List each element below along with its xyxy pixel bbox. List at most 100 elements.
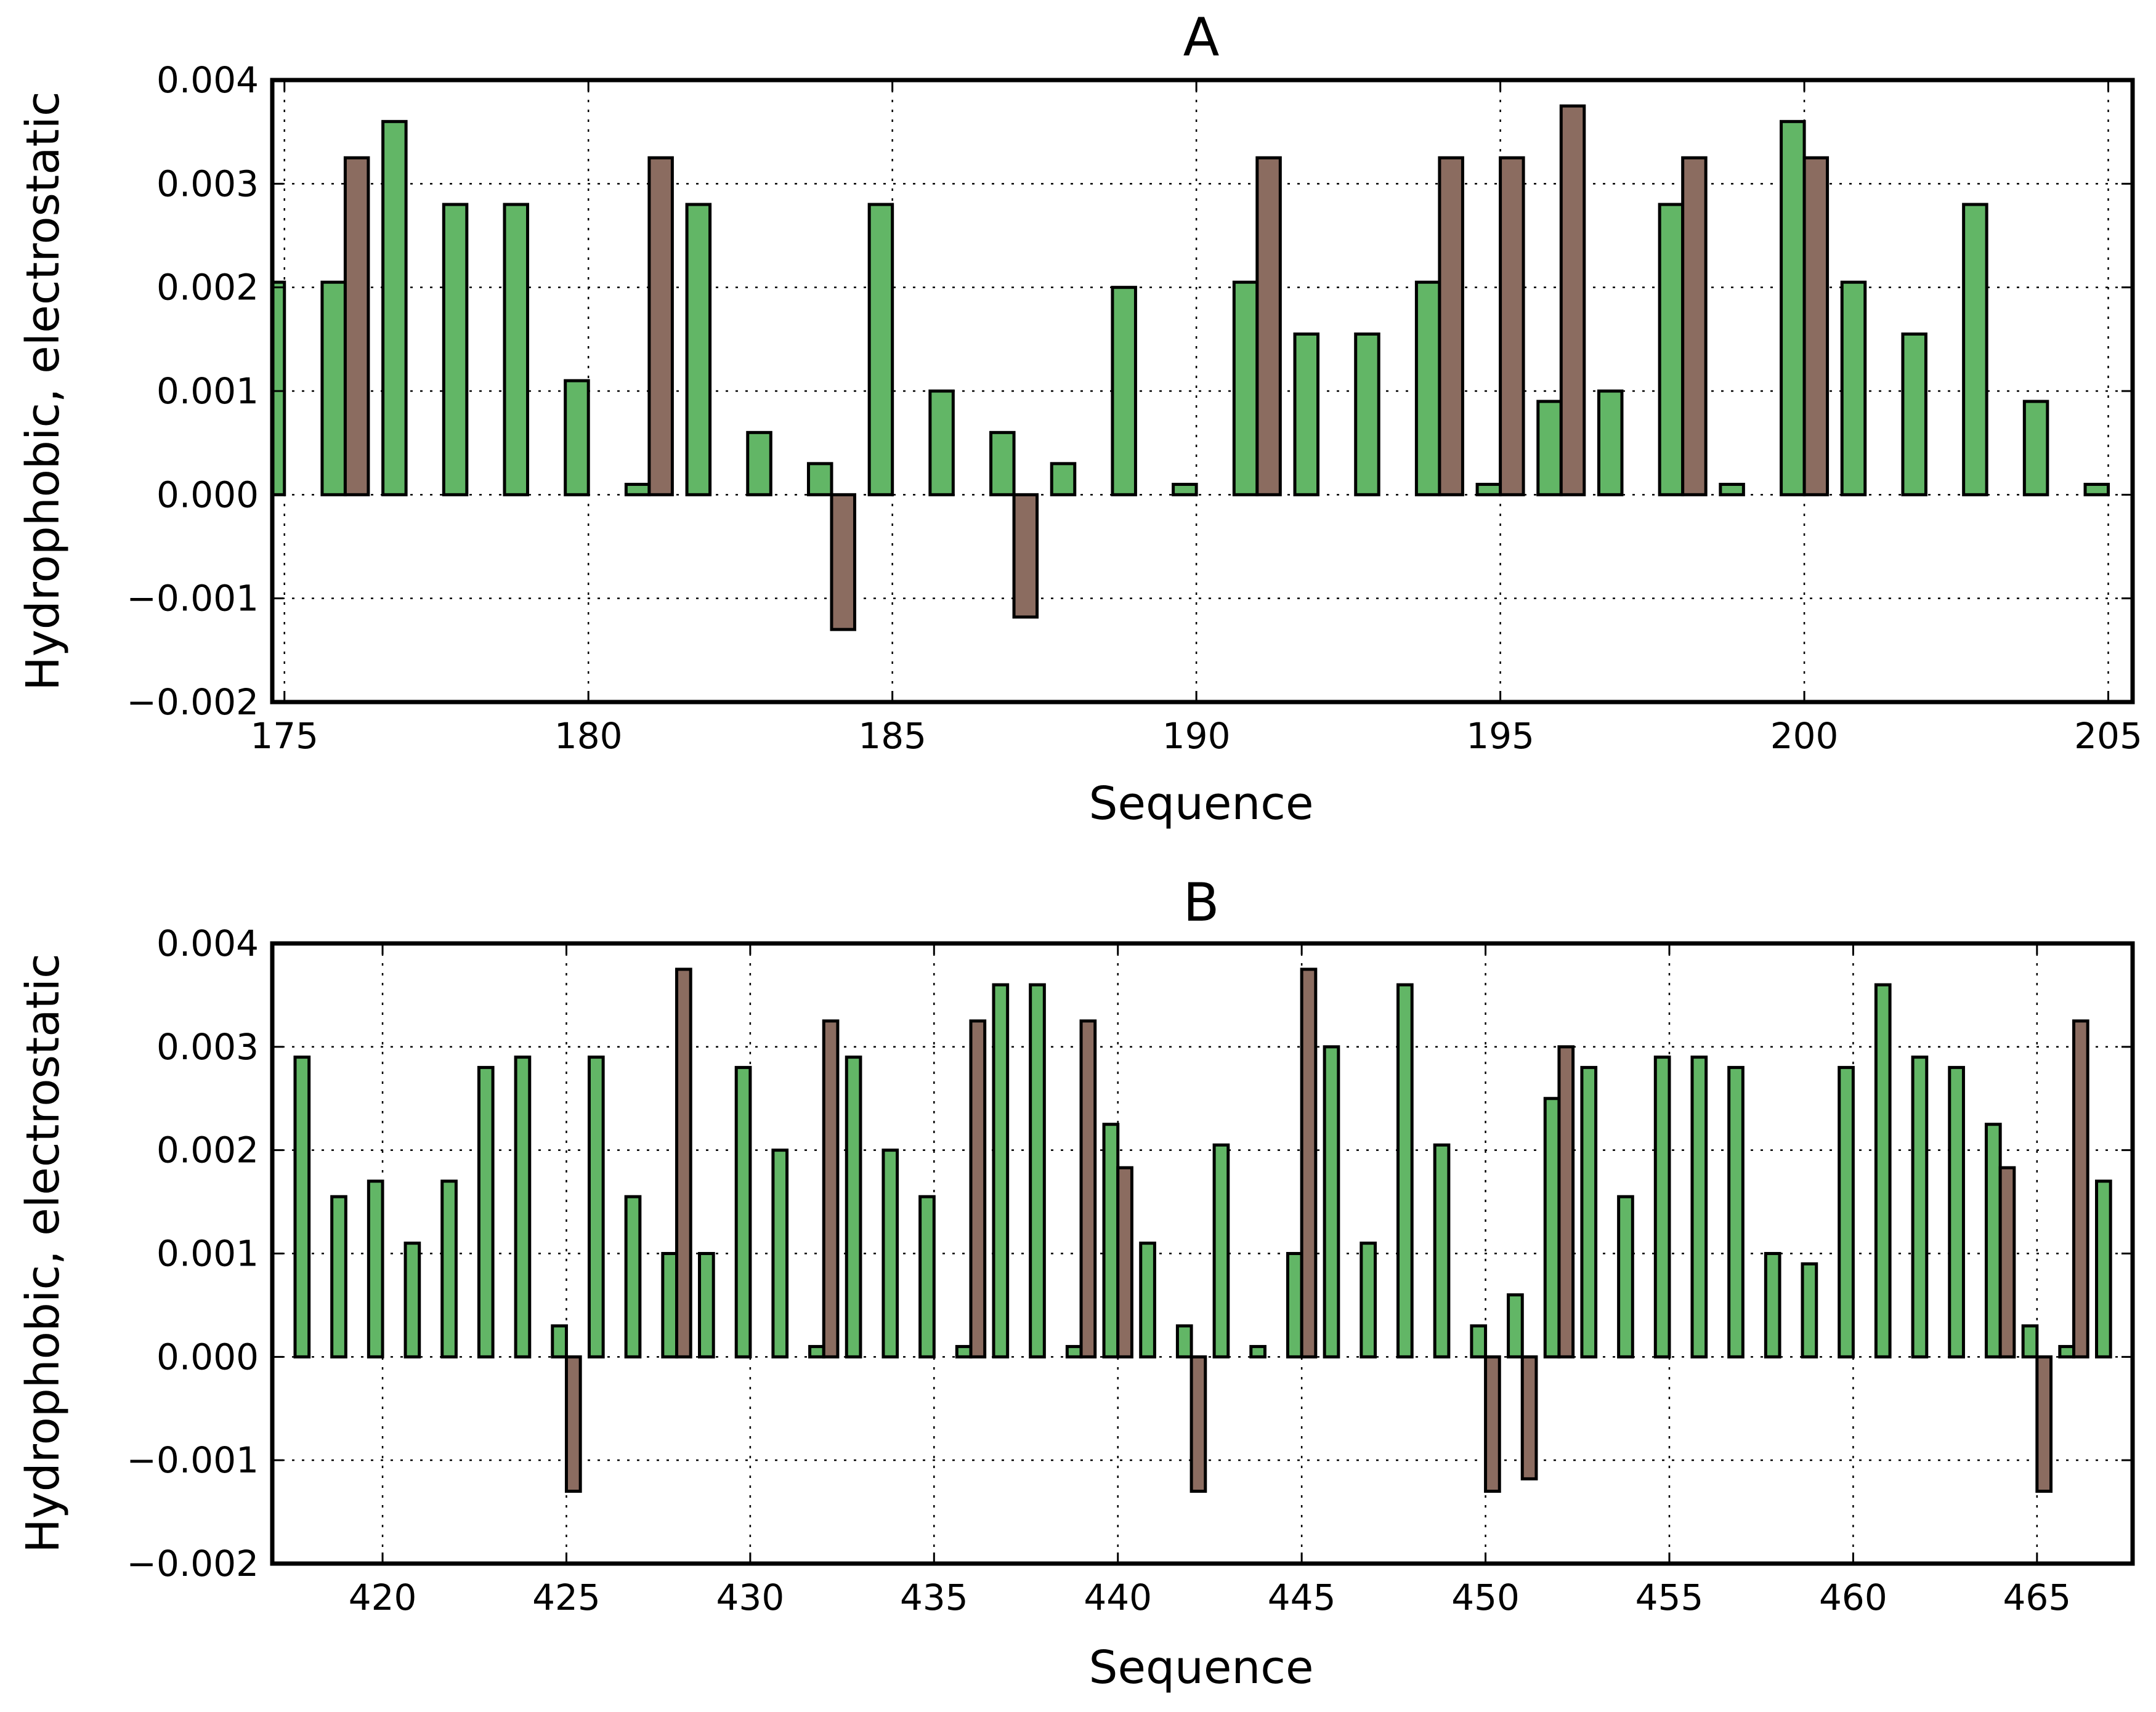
panel-b-bar-hydrophobic-439 <box>1065 1345 1083 1359</box>
panel-b-bar-hydrophobic-441 <box>1139 1242 1156 1359</box>
panel-b-bar-hydrophobic-464 <box>1984 1123 2002 1359</box>
panel-b-bar-hydrophobic-466 <box>2058 1345 2076 1359</box>
panel-b-y-tick-label: −0.001 <box>126 1439 259 1481</box>
panel-a-bar-electrostatic-200 <box>1802 156 1830 496</box>
panel-b-bar-hydrophobic-431 <box>771 1149 789 1359</box>
panel-a-bar-hydrophobic-196 <box>1536 400 1563 496</box>
panel-b-bar-hydrophobic-456 <box>1690 1056 1708 1359</box>
panel-a-x-tick-label: 190 <box>1162 715 1231 757</box>
panel-a-y-tick-label: 0.002 <box>156 267 259 309</box>
panel-b-bar-hydrophobic-455 <box>1653 1056 1671 1359</box>
panel-b-y-tick-label: 0.001 <box>156 1233 259 1275</box>
panel-b-bar-electrostatic-425 <box>564 1355 582 1493</box>
panel-b-bar-hydrophobic-463 <box>1948 1065 1965 1359</box>
panel-a-bar-electrostatic-187 <box>1012 493 1039 619</box>
panel-a-bar-hydrophobic-183 <box>746 430 772 496</box>
panel-a-bar-hydrophobic-189 <box>1111 286 1137 496</box>
panel-b-x-tick-label: 430 <box>716 1577 785 1618</box>
panel-b-bar-hydrophobic-430 <box>734 1065 752 1359</box>
panel-b-bar-hydrophobic-447 <box>1360 1242 1377 1359</box>
panel-b-bar-hydrophobic-424 <box>514 1056 532 1359</box>
panel-b-bar-hydrophobic-418 <box>293 1056 311 1359</box>
panel-a-bar-hydrophobic-197 <box>1597 389 1624 496</box>
panel-a-bars <box>270 104 2110 631</box>
panel-b-x-tick-label: 460 <box>1819 1577 1887 1618</box>
panel-b: B 420 425 430 435 440 445 450 455 460 465 −0.002 −0… <box>17 872 2135 1694</box>
panel-b-bar-electrostatic-436 <box>969 1019 987 1359</box>
panel-b-y-tick-label: 0.003 <box>156 1026 259 1068</box>
panel-b-bar-electrostatic-466 <box>2072 1019 2089 1359</box>
panel-b-x-tick-label: 455 <box>1635 1577 1704 1618</box>
panel-b-bar-hydrophobic-422 <box>440 1179 458 1359</box>
panel-a-bar-hydrophobic-192 <box>1293 332 1320 496</box>
panel-a-bar-electrostatic-194 <box>1438 156 1464 496</box>
panel-a: A 175 180 185 190 195 200 205 −0.002 −0.001 0.000… <box>17 7 2142 830</box>
panel-a-bar-hydrophobic-188 <box>1050 462 1077 496</box>
panel-a-x-tick-label: 180 <box>554 715 623 757</box>
panel-b-bar-hydrophobic-419 <box>330 1195 347 1359</box>
panel-a-bar-hydrophobic-202 <box>1901 332 1927 496</box>
panel-b-bar-hydrophobic-434 <box>881 1149 899 1359</box>
panel-b-bar-electrostatic-452 <box>1557 1045 1575 1359</box>
panel-a-x-tick-label: 195 <box>1466 715 1534 757</box>
panel-a-bar-hydrophobic-200 <box>1780 119 1806 496</box>
panel-b-x-tick-label: 420 <box>349 1577 417 1618</box>
panel-a-bar-electrostatic-181 <box>647 156 674 496</box>
panel-b-y-tick-label: 0.002 <box>156 1129 259 1171</box>
panel-a-y-axis-label: Hydrophobic, electrostatic <box>17 91 70 690</box>
panel-a-bar-hydrophobic-191 <box>1232 280 1259 496</box>
panel-a-bar-hydrophobic-203 <box>1962 203 1988 496</box>
panel-b-bar-hydrophobic-438 <box>1029 983 1046 1359</box>
panel-b-bar-hydrophobic-458 <box>1764 1252 1781 1359</box>
panel-b-bar-hydrophobic-459 <box>1801 1262 1818 1359</box>
panel-b-bar-hydrophobic-425 <box>551 1324 568 1359</box>
panel-b-bar-hydrophobic-461 <box>1874 983 1892 1359</box>
panel-a-bar-hydrophobic-176 <box>320 280 347 496</box>
panel-a-bar-electrostatic-195 <box>1499 156 1525 496</box>
panel-a-bar-electrostatic-184 <box>830 493 856 631</box>
panel-a-y-tick-label: 0.004 <box>156 59 259 101</box>
panel-b-bar-hydrophobic-446 <box>1323 1045 1340 1359</box>
panel-a-bar-hydrophobic-187 <box>989 430 1016 496</box>
panel-a-bar-electrostatic-196 <box>1559 104 1586 496</box>
panel-a-bar-hydrophobic-199 <box>1719 483 1745 496</box>
panel-b-bar-hydrophobic-453 <box>1580 1065 1598 1359</box>
panel-b-bar-hydrophobic-451 <box>1507 1293 1524 1359</box>
panel-a-ticks: 175 180 185 190 195 200 205 −0.002 −0.001 0.000 0.… <box>126 59 2142 757</box>
panel-b-bar-hydrophobic-444 <box>1249 1345 1266 1359</box>
panel-a-x-tick-label: 175 <box>250 715 318 757</box>
panel-b-bar-electrostatic-450 <box>1484 1355 1501 1493</box>
panel-b-bar-hydrophobic-457 <box>1727 1065 1745 1359</box>
panel-b-bar-hydrophobic-460 <box>1838 1065 1855 1359</box>
panel-b-y-tick-label: 0.004 <box>156 923 259 964</box>
panel-b-bar-hydrophobic-467 <box>2095 1179 2112 1359</box>
panel-b-bar-hydrophobic-448 <box>1396 983 1414 1359</box>
panel-b-bar-electrostatic-439 <box>1079 1019 1097 1359</box>
panel-b-bar-electrostatic-440 <box>1116 1166 1133 1359</box>
panel-a-x-tick-label: 185 <box>858 715 926 757</box>
panel-a-bar-hydrophobic-177 <box>381 119 408 496</box>
panel-b-bar-hydrophobic-454 <box>1617 1195 1634 1359</box>
panel-b-bar-electrostatic-451 <box>1520 1355 1538 1480</box>
panel-b-bar-hydrophobic-421 <box>403 1242 421 1359</box>
panel-b-y-tick-label: 0.000 <box>156 1336 259 1378</box>
panel-b-bar-hydrophobic-433 <box>845 1056 862 1359</box>
panel-a-bar-hydrophobic-181 <box>624 483 651 496</box>
panel-a-bar-electrostatic-191 <box>1255 156 1282 496</box>
panel-b-bar-hydrophobic-452 <box>1543 1097 1561 1359</box>
panel-b-bars <box>293 967 2112 1493</box>
panel-b-bar-hydrophobic-465 <box>2021 1324 2039 1359</box>
panel-b-x-tick-label: 445 <box>1268 1577 1336 1618</box>
panel-a-x-tick-label: 205 <box>2074 715 2142 757</box>
panel-b-bar-hydrophobic-450 <box>1470 1324 1488 1359</box>
panel-a-y-tick-label: 0.003 <box>156 163 259 204</box>
panel-a-bar-electrostatic-198 <box>1681 156 1708 496</box>
panel-a-y-tick-label: −0.002 <box>126 681 259 723</box>
panel-a-bar-hydrophobic-185 <box>867 203 894 496</box>
panel-a-bar-hydrophobic-186 <box>928 389 955 496</box>
panel-b-x-tick-label: 440 <box>1084 1577 1152 1618</box>
panel-a-bar-hydrophobic-201 <box>1840 280 1867 496</box>
panel-b-bar-hydrophobic-420 <box>367 1179 384 1359</box>
panel-b-y-tick-label: −0.002 <box>126 1543 259 1585</box>
panel-a-bar-hydrophobic-184 <box>806 462 833 496</box>
